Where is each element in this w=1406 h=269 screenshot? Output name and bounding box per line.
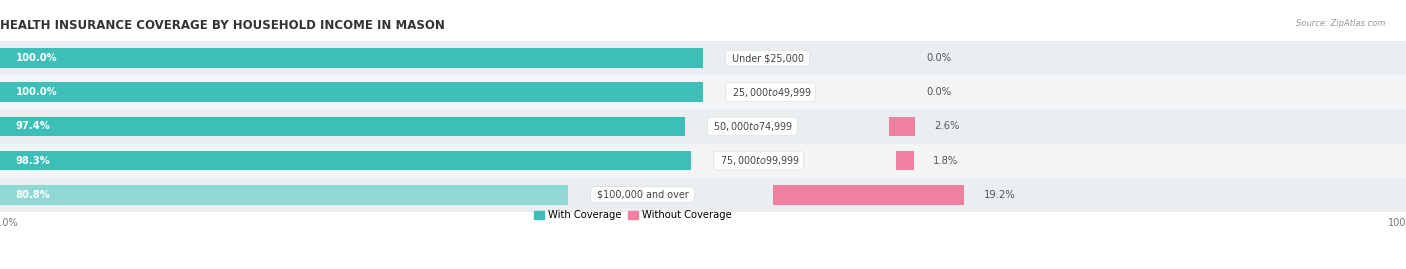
Text: 19.2%: 19.2% xyxy=(983,190,1015,200)
Bar xyxy=(772,185,965,205)
Legend: With Coverage, Without Coverage: With Coverage, Without Coverage xyxy=(530,206,735,224)
Text: $50,000 to $74,999: $50,000 to $74,999 xyxy=(710,120,794,133)
Bar xyxy=(0,48,703,68)
Text: 2.6%: 2.6% xyxy=(935,121,960,132)
Bar xyxy=(0,185,568,205)
Bar xyxy=(0,116,685,136)
Text: $25,000 to $49,999: $25,000 to $49,999 xyxy=(728,86,813,99)
Text: 100.0%: 100.0% xyxy=(15,53,58,63)
Text: 80.8%: 80.8% xyxy=(15,190,51,200)
Bar xyxy=(0,82,703,102)
Text: Under $25,000: Under $25,000 xyxy=(728,53,807,63)
Bar xyxy=(889,116,915,136)
Text: 98.3%: 98.3% xyxy=(15,155,51,166)
Bar xyxy=(0,178,1406,212)
Text: $100,000 and over: $100,000 and over xyxy=(593,190,692,200)
Bar xyxy=(0,143,1406,178)
Text: Source: ZipAtlas.com: Source: ZipAtlas.com xyxy=(1295,19,1385,28)
Bar xyxy=(0,151,692,171)
Text: 1.8%: 1.8% xyxy=(932,155,957,166)
Bar xyxy=(896,151,914,171)
Text: 100.0%: 100.0% xyxy=(15,87,58,97)
Bar xyxy=(0,41,1406,75)
Bar xyxy=(0,109,1406,143)
Bar xyxy=(0,75,1406,109)
Text: 97.4%: 97.4% xyxy=(15,121,51,132)
Text: $75,000 to $99,999: $75,000 to $99,999 xyxy=(717,154,800,167)
Text: 0.0%: 0.0% xyxy=(927,87,952,97)
Text: HEALTH INSURANCE COVERAGE BY HOUSEHOLD INCOME IN MASON: HEALTH INSURANCE COVERAGE BY HOUSEHOLD I… xyxy=(0,19,444,32)
Text: 0.0%: 0.0% xyxy=(927,53,952,63)
